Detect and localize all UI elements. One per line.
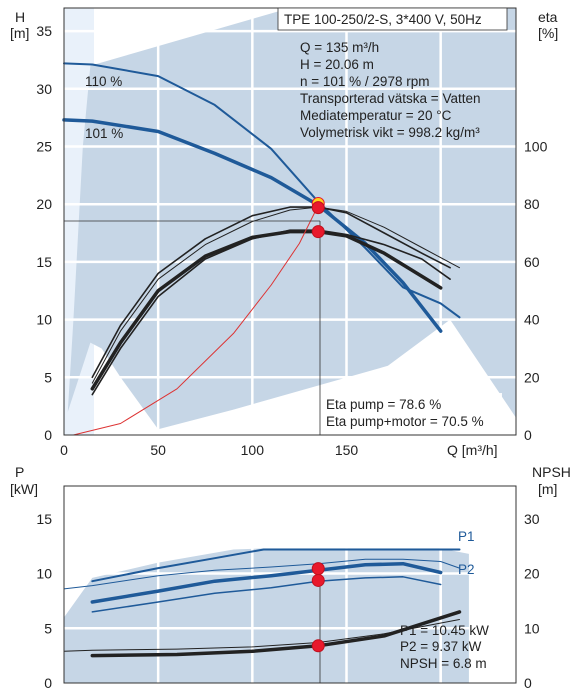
- info-liquid: Transporterad vätska = Vatten: [300, 91, 480, 106]
- npsh-axis-label-line2: [m]: [538, 481, 557, 497]
- y-left-tick-label: 15: [36, 254, 52, 270]
- y-left-tick-label: 15: [36, 511, 52, 527]
- legend-p1: P1: [458, 529, 475, 544]
- duty-point-marker: [311, 225, 325, 239]
- y-left-tick-label: 5: [44, 620, 52, 636]
- bottom-plot-frame: [63, 485, 517, 684]
- y-left-tick-label: 25: [36, 138, 52, 154]
- chart-title: TPE 100-250/2-S, 3*400 V, 50Hz: [284, 12, 482, 27]
- duty-point-markers: [311, 196, 325, 239]
- curve-line: [91, 548, 461, 583]
- y-left-tick-label: 10: [36, 566, 52, 582]
- curve-line: [72, 204, 319, 436]
- y-left-tick-label: 10: [36, 312, 52, 328]
- y-right-tick-label: 40: [524, 312, 540, 328]
- y-left-tick-label: 30: [36, 81, 52, 97]
- duty-point-marker: [311, 201, 325, 215]
- eta-pump-motor: Eta pump+motor = 70.5 %: [326, 414, 484, 429]
- y-right-tick-label: 30: [524, 511, 540, 527]
- duty-point-marker: [311, 562, 325, 576]
- info-density: Volymetrisk vikt = 998.2 kg/m³: [300, 125, 480, 140]
- curve-line: [90, 610, 462, 658]
- operating-region: [67, 8, 517, 430]
- npsh-axis-label-line1: NPSH: [532, 464, 571, 480]
- info-p2: P2 = 9.37 kW: [400, 639, 482, 654]
- x-tick-label: 100: [241, 442, 265, 458]
- x-tick-label: 0: [60, 442, 68, 458]
- curve-line: [62, 118, 443, 333]
- curve-line: [63, 558, 460, 590]
- y-right-label-line1: eta: [538, 9, 558, 25]
- y-right-tick-label: 0: [524, 427, 532, 443]
- y-right-tick-label: 10: [524, 620, 540, 636]
- y-right-tick-label: 80: [524, 196, 540, 212]
- eta-box: [322, 393, 502, 430]
- y-left-ticks: 0 5 10 15 20 25 30 35: [36, 23, 52, 443]
- x-tick-label: 50: [150, 442, 166, 458]
- duty-point-marker: [311, 639, 325, 653]
- info-npsh: NPSH = 6.8 m: [400, 656, 487, 671]
- info-temperature: Mediatemperatur = 20 °C: [300, 108, 452, 123]
- info-flow: Q = 135 m³/h: [300, 40, 379, 55]
- info-speed: n = 101 % / 2978 rpm: [300, 74, 429, 89]
- y-right-tick-label: 20: [524, 369, 540, 385]
- curve-line: [91, 206, 460, 384]
- y-left-tick-label: 5: [44, 369, 52, 385]
- y-right-tick-label: 60: [524, 254, 540, 270]
- legend-p2: P2: [458, 562, 475, 577]
- y-left-tick-label: 0: [44, 675, 52, 691]
- y-left-tick-label: 20: [36, 196, 52, 212]
- x-ticks: 0 50 100 150: [60, 442, 358, 458]
- y-left-tick-label: 35: [36, 23, 52, 39]
- y-left-label-line1: H: [15, 9, 25, 25]
- y-right-label-line2: [%]: [538, 25, 558, 41]
- title-box: [277, 7, 508, 31]
- curve-line: [91, 229, 451, 396]
- y-right-ticks: 0 20 40 60 80 100: [524, 138, 548, 443]
- x-axis-label: Q [m³/h]: [447, 442, 498, 458]
- info-panel: Q = 135 m³/h H = 20.06 m n = 101 % / 297…: [300, 40, 480, 140]
- duty-point-marker: [311, 573, 325, 587]
- speed-label-110: 110 %: [85, 74, 122, 89]
- info-p1: P1 = 10.45 kW: [400, 623, 489, 638]
- curve-line: [63, 62, 461, 319]
- curve-line: [91, 576, 442, 613]
- p-axis-label-line1: P: [15, 464, 24, 480]
- curve-line: [90, 229, 443, 391]
- curve-line: [91, 206, 451, 379]
- y-left-label-line2: [m]: [10, 25, 29, 41]
- y-right-tick-label: 0: [524, 675, 532, 691]
- top-curves: [62, 62, 461, 436]
- y-left-tick-label: 0: [44, 427, 52, 443]
- y-right-tick-label: 100: [524, 138, 548, 154]
- eta-pump: Eta pump = 78.6 %: [326, 397, 441, 412]
- power-npsh-chart: P [kW] NPSH [m] 0 5 10 15 0 10 20 30 P1 P2 P1 …: [10, 464, 571, 691]
- speed-label-101: 101 %: [85, 126, 123, 141]
- npsh-ticks: 0 10 20 30: [524, 511, 540, 691]
- y-right-tick-label: 20: [524, 566, 540, 582]
- x-tick-label: 150: [335, 442, 359, 458]
- p-axis-label-line2: [kW]: [10, 481, 38, 497]
- curve-line: [63, 619, 460, 652]
- bottom-curves: [63, 548, 462, 658]
- head-efficiency-chart: H [m] eta [%] 0 5 10 15 20 25 30 35 0 20 40 60 80 10…: [10, 7, 558, 458]
- curve-line: [90, 561, 443, 604]
- p-ticks: 0 5 10 15: [36, 511, 52, 691]
- top-grid: [64, 8, 516, 435]
- info-head: H = 20.06 m: [300, 57, 374, 72]
- power-markers: [311, 562, 325, 653]
